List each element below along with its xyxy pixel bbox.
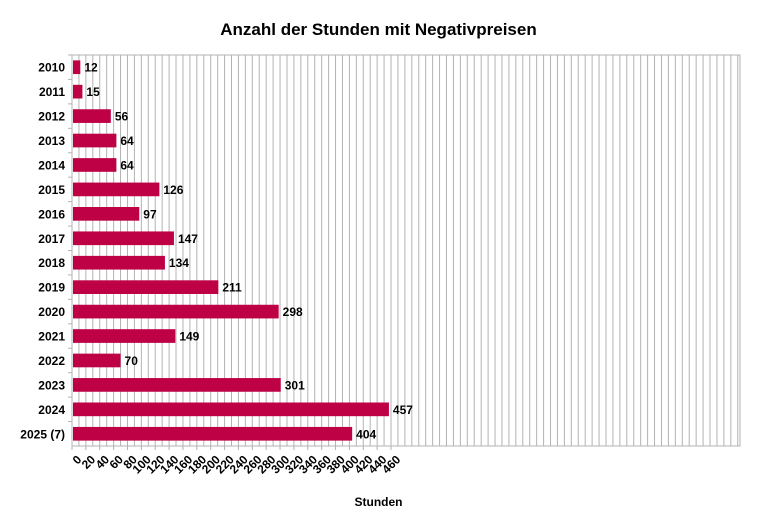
data-label: 211 [222, 281, 242, 295]
bar [73, 402, 389, 417]
y-tick-label: 2015 [38, 183, 65, 197]
data-label: 147 [178, 232, 198, 246]
data-label: 134 [169, 256, 189, 270]
bar [73, 304, 279, 319]
y-tick-label: 2013 [38, 134, 65, 148]
bar [73, 426, 353, 441]
y-tick-label: 2025 (7) [20, 427, 65, 441]
bar [73, 133, 117, 148]
bar [73, 109, 111, 123]
y-tick-label: 2011 [39, 85, 65, 99]
bar [73, 378, 281, 392]
bar [73, 255, 165, 270]
y-tick-label: 2014 [38, 158, 65, 172]
bar [73, 329, 176, 343]
data-label: 64 [120, 134, 134, 148]
y-tick-label: 2017 [38, 232, 65, 246]
bar [73, 158, 117, 172]
y-tick-label: 2016 [38, 207, 65, 221]
bar [73, 353, 121, 368]
data-label: 97 [143, 207, 157, 221]
data-label: 301 [285, 378, 305, 392]
y-tick-label: 2023 [38, 378, 65, 392]
chart-title: Anzahl der Stunden mit Negativpreisen [220, 20, 537, 39]
data-label: 70 [125, 354, 139, 368]
y-tick-label: 2020 [38, 305, 65, 319]
bar [73, 182, 160, 197]
data-label: 12 [84, 61, 98, 75]
y-tick-label: 2012 [38, 110, 65, 124]
y-tick-label: 2022 [38, 354, 65, 368]
bar [73, 231, 174, 246]
x-axis-label: Stunden [354, 495, 403, 509]
y-tick-label: 2024 [38, 403, 65, 417]
bar [73, 60, 81, 75]
y-tick-label: 2018 [38, 256, 65, 270]
y-tick-label: 2021 [38, 330, 65, 344]
y-tick-label: 2010 [38, 61, 65, 75]
data-label: 149 [179, 330, 199, 344]
y-tick-label: 2019 [38, 281, 65, 295]
data-label: 404 [356, 427, 376, 441]
data-label: 298 [283, 305, 303, 319]
data-label: 126 [163, 183, 183, 197]
data-label: 15 [86, 85, 100, 99]
bar [73, 207, 140, 221]
data-label: 64 [120, 158, 134, 172]
data-label: 457 [393, 403, 413, 417]
bar [73, 84, 83, 99]
bar [73, 280, 219, 294]
data-label: 56 [115, 110, 129, 124]
